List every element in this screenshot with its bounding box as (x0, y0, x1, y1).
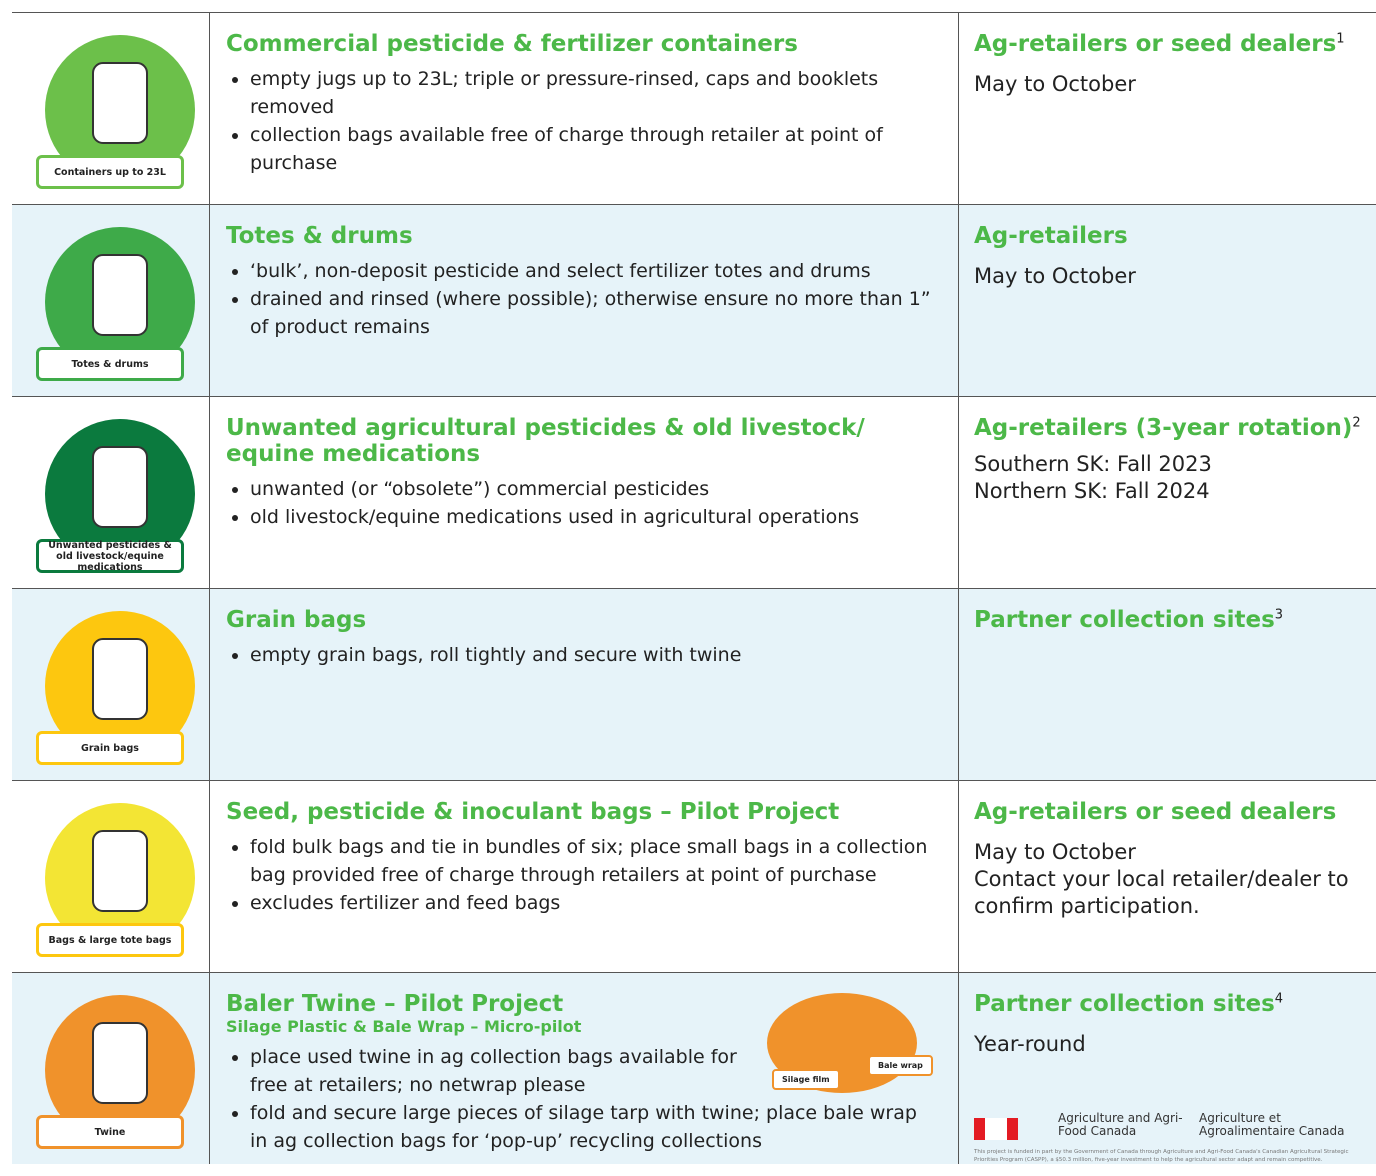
detail-line: May to October (974, 840, 1136, 864)
bullet: drained and rinsed (where possible); oth… (250, 285, 940, 341)
column-divider (958, 13, 959, 204)
icon-label: Grain bags (36, 731, 184, 765)
flag (974, 1118, 1018, 1140)
bullet: empty jugs up to 23L; triple or pressure… (250, 65, 940, 121)
location-text: Ag-retailers or seed dealers (974, 31, 1337, 57)
location: Partner collection sites4 (974, 991, 1283, 1017)
table-row: Bags & large tote bags Seed, pesticide & … (12, 780, 1376, 972)
table-row: Containers up to 23L Commercial pesticide… (12, 12, 1376, 204)
title-text: Commercial pesticide & fertilizer contai… (226, 31, 798, 57)
column-divider (209, 205, 210, 396)
detail-line: Contact your local retailer/dealer to co… (974, 867, 1349, 918)
location-text: Partner collection sites (974, 607, 1275, 633)
image-label: Bale wrap (868, 1055, 933, 1076)
title-text: Baler Twine – Pilot Project (226, 991, 564, 1017)
bullet-list: fold bulk bags and tie in bundles of six… (226, 833, 940, 917)
icon (92, 1022, 148, 1104)
bullet-list: empty jugs up to 23L; triple or pressure… (226, 65, 940, 177)
table-row: Grain bags Grain bags empty grain bags, ro… (12, 588, 1376, 780)
location-details: Southern SK: Fall 2023 Northern SK: Fall … (974, 451, 1364, 505)
column-divider (958, 781, 959, 972)
column-divider (958, 397, 959, 588)
detail-line: May to October (974, 72, 1136, 96)
footnote-ref: 1 (1336, 31, 1345, 47)
location: Ag-retailers (3-year rotation)2 (974, 415, 1361, 441)
location-text: Partner collection sites (974, 991, 1275, 1017)
column-divider (958, 973, 959, 1164)
bullet: fold and secure large pieces of silage t… (250, 1099, 930, 1155)
location-details: Year-round (974, 1031, 1364, 1058)
icon-label: Twine (36, 1115, 184, 1149)
title-text: Seed, pesticide & inoculant bags – Pilot… (226, 799, 840, 825)
column-divider (958, 205, 959, 396)
footnote-ref: 3 (1274, 607, 1284, 623)
dept-fr: Agriculture et Agroalimentaire Canada (1199, 1111, 1345, 1138)
location-details: May to October (974, 263, 1364, 290)
title-text: Totes & drums (226, 223, 413, 249)
item-title: Totes & drums (226, 223, 926, 249)
location-text: Ag-retailers or seed dealers (974, 799, 1337, 825)
location-text: Ag-retailers (3-year rotation) (974, 415, 1353, 441)
title-text: Unwanted agricultural pesticides & old l… (226, 415, 865, 467)
image-label: Silage film (772, 1069, 840, 1090)
column-divider (958, 589, 959, 780)
item-title: Grain bags (226, 607, 926, 633)
icon (92, 62, 148, 144)
table-row: Totes & drums Totes & drums ‘bulk’, non-de… (12, 204, 1376, 396)
item-title: Baler Twine – Pilot Project Silage Plasti… (226, 991, 926, 1037)
table-row: Twine Baler Twine – Pilot Project Silage P… (12, 972, 1376, 1164)
column-divider (209, 589, 210, 780)
icon-label: Unwanted pesticides & old livestock/equi… (36, 539, 184, 573)
location-text: Ag-retailers (974, 223, 1128, 249)
icon (92, 254, 148, 336)
icon (92, 446, 148, 528)
location: Ag-retailers (974, 223, 1128, 249)
bullet-list: empty grain bags, roll tightly and secur… (226, 641, 940, 669)
location-details: May to October (974, 71, 1364, 98)
item-title: Seed, pesticide & inoculant bags – Pilot… (226, 799, 926, 825)
column-divider (209, 973, 210, 1164)
dept-en: Agriculture and Agri-Food Canada (1058, 1111, 1183, 1138)
funding-note: This project is funded in part by the Go… (974, 1149, 1349, 1163)
title-text: Grain bags (226, 607, 367, 633)
location: Ag-retailers or seed dealers1 (974, 31, 1345, 57)
bullet-list: unwanted (or “obsolete”) commercial pest… (226, 475, 940, 531)
location: Ag-retailers or seed dealers (974, 799, 1336, 825)
table-row: Unwanted pesticides & old livestock/equi… (12, 396, 1376, 588)
icon-label: Totes & drums (36, 347, 184, 381)
icon (92, 638, 148, 720)
item-title: Unwanted agricultural pesticides & old l… (226, 415, 926, 467)
icon (92, 830, 148, 912)
icon-label: Containers up to 23L (36, 155, 184, 189)
icon-label: Bags & large tote bags (36, 923, 184, 957)
column-divider (209, 781, 210, 972)
bullet: collection bags available free of charge… (250, 121, 940, 177)
bullet: fold bulk bags and tie in bundles of six… (250, 833, 940, 889)
column-divider (209, 13, 210, 204)
detail-line: Southern SK: Fall 2023 (974, 452, 1212, 476)
bullet: excludes fertilizer and feed bags (250, 889, 940, 917)
bullet: unwanted (or “obsolete”) commercial pest… (250, 475, 940, 503)
bullet: old livestock/equine medications used in… (250, 503, 940, 531)
location: Partner collection sites3 (974, 607, 1283, 633)
detail-line: May to October (974, 264, 1136, 288)
item-subtitle: Silage Plastic & Bale Wrap – Micro-pilot (226, 1017, 582, 1036)
item-title: Commercial pesticide & fertilizer contai… (226, 31, 926, 57)
bullet: ‘bulk’, non-deposit pesticide and select… (250, 257, 940, 285)
bullet-list: ‘bulk’, non-deposit pesticide and select… (226, 257, 940, 341)
detail-line: Year-round (974, 1032, 1086, 1056)
detail-line: Northern SK: Fall 2024 (974, 479, 1210, 503)
footnote-ref: 4 (1274, 991, 1284, 1007)
footnote-ref: 2 (1352, 415, 1361, 431)
location-details: May to October Contact your local retaile… (974, 839, 1364, 920)
bullet-list: place used twine in ag collection bags a… (226, 1043, 917, 1155)
column-divider (209, 397, 210, 588)
bullet: empty grain bags, roll tightly and secur… (250, 641, 940, 669)
bullet: place used twine in ag collection bags a… (250, 1043, 770, 1099)
